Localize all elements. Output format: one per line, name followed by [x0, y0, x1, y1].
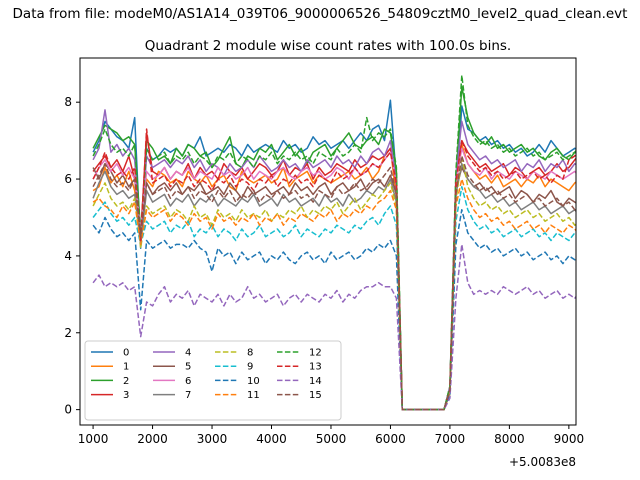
series-line-4: [92, 109, 576, 411]
figure-suptitle: Data from file: modeM0/AS1A14_039T06_900…: [13, 6, 628, 22]
series-line-14: [92, 243, 576, 411]
legend-label-1: 1: [123, 362, 129, 373]
x-tick-label: 9000: [554, 432, 585, 446]
x-axis: 1000 2000 3000 4000 5000 6000 7000 8000 9000: [78, 425, 584, 446]
series-line-11: [92, 178, 576, 411]
series-line-10: [92, 209, 576, 411]
x-offset-label: +5.0083e8: [509, 455, 576, 469]
series-line-2: [92, 86, 576, 411]
series-line-13: [92, 128, 576, 411]
legend-label-12: 12: [309, 348, 322, 359]
series-line-6: [92, 147, 576, 411]
series-line-8: [92, 155, 576, 411]
x-tick-label: 4000: [256, 432, 287, 446]
legend-label-15: 15: [309, 390, 322, 401]
y-tick-label: 8: [64, 95, 72, 109]
x-tick-label: 5000: [316, 432, 347, 446]
legend-label-4: 4: [185, 348, 191, 359]
legend-label-13: 13: [309, 362, 322, 373]
legend-label-14: 14: [309, 376, 322, 387]
legend-label-6: 6: [185, 376, 191, 387]
x-tick-label: 2000: [137, 432, 168, 446]
y-tick-label: 2: [64, 326, 72, 340]
series-line-15: [92, 155, 576, 411]
series-line-9: [92, 185, 576, 411]
chart-title: Quadrant 2 module wise count rates with …: [145, 38, 511, 54]
x-tick-label: 8000: [494, 432, 525, 446]
y-axis: 0 2 4 6 8: [64, 95, 80, 417]
series-line-12: [92, 74, 576, 411]
legend-label-8: 8: [247, 348, 253, 359]
legend-label-7: 7: [185, 390, 191, 401]
legend-label-3: 3: [123, 390, 129, 401]
legend-label-9: 9: [247, 362, 253, 373]
x-tick-label: 1000: [78, 432, 109, 446]
legend-label-5: 5: [185, 362, 191, 373]
x-tick-label: 7000: [435, 432, 466, 446]
x-tick-label: 6000: [375, 432, 406, 446]
legend-label-2: 2: [123, 376, 129, 387]
legend-label-11: 11: [247, 390, 260, 401]
legend-frame: [84, 340, 342, 421]
y-tick-label: 6: [64, 172, 72, 186]
series-line-7: [92, 162, 576, 411]
axes-frame: [79, 57, 577, 426]
legend-label-10: 10: [247, 376, 260, 387]
plot-area: [92, 74, 576, 411]
y-tick-label: 0: [64, 403, 72, 417]
y-tick-label: 4: [64, 249, 72, 263]
legend-label-0: 0: [123, 348, 129, 359]
x-tick-label: 3000: [197, 432, 228, 446]
